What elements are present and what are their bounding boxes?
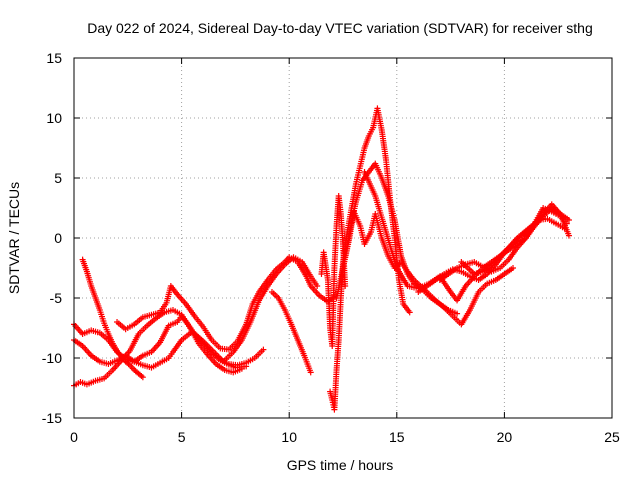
y-tick-label: 15 — [46, 50, 62, 66]
data-point — [314, 283, 321, 289]
x-axis-label: GPS time / hours — [287, 457, 394, 473]
series-sat-k — [340, 208, 517, 328]
data-point — [260, 346, 267, 353]
data-point — [406, 309, 413, 316]
y-axis-label: SDTVAR / TECUs — [6, 182, 22, 294]
data-point — [510, 265, 517, 271]
x-tick-label: 0 — [70, 429, 78, 445]
y-tick-label: 5 — [54, 170, 62, 186]
ticks — [73, 57, 613, 419]
y-tick-label: -15 — [42, 410, 62, 426]
x-tick-label: 10 — [281, 429, 297, 445]
data-point — [243, 363, 250, 370]
data-layer — [71, 105, 572, 413]
y-tick-label: 10 — [46, 110, 62, 126]
y-tick-label: -5 — [50, 290, 63, 306]
series-sat-g — [268, 289, 314, 376]
chart-title: Day 022 of 2024, Sidereal Day-to-day VTE… — [87, 20, 593, 36]
data-point — [342, 283, 349, 289]
x-tick-label: 15 — [389, 429, 405, 445]
series-sat-o — [458, 201, 572, 277]
data-point — [454, 310, 461, 317]
data-point — [307, 369, 314, 376]
y-tick-label: 0 — [54, 230, 62, 246]
series-sat-h — [318, 193, 349, 349]
y-tick-label: -10 — [42, 350, 62, 366]
data-point — [565, 217, 572, 223]
x-tick-label: 20 — [497, 429, 513, 445]
tick-labels: 0 5 10 15 20 25 -15 -10 -5 0 5 10 15 — [42, 50, 620, 445]
x-tick-label: 5 — [178, 429, 186, 445]
x-tick-label: 25 — [604, 429, 620, 445]
series-sat-d — [79, 256, 146, 381]
data-point — [139, 374, 146, 381]
series-sat-f — [221, 254, 321, 364]
data-point — [565, 232, 572, 239]
